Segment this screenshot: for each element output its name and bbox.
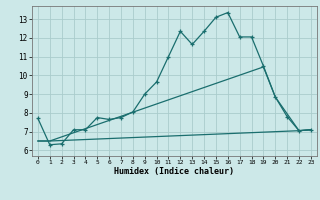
X-axis label: Humidex (Indice chaleur): Humidex (Indice chaleur) [115, 167, 234, 176]
